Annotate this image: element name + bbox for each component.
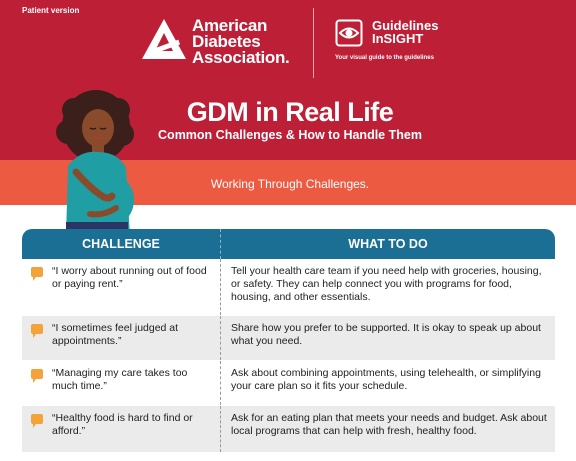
challenge-cell: “Managing my care takes too much time.” xyxy=(22,361,220,405)
version-tag: Patient version xyxy=(22,6,80,15)
gi-tagline: Your visual guide to the guidelines xyxy=(335,55,434,61)
challenge-text: “I worry about running out of food or pa… xyxy=(52,265,207,290)
eye-icon xyxy=(335,19,363,47)
pregnant-woman-illustration xyxy=(56,90,134,236)
challenge-text: “Managing my care takes too much time.” xyxy=(52,367,188,392)
page-subtitle: Common Challenges & How to Handle Them xyxy=(158,128,422,142)
action-cell: Ask about combining appointments, using … xyxy=(220,361,555,405)
action-cell: Ask for an eating plan that meets your n… xyxy=(220,406,555,452)
ada-line-2: Diabetes xyxy=(192,32,261,51)
challenge-cell: “I worry about running out of food or pa… xyxy=(22,259,220,315)
gi-line-2: InSIGHT xyxy=(372,31,424,46)
challenge-cell: “I sometimes feel judged at appointments… xyxy=(22,316,220,360)
ada-wordmark: American Diabetes Association. xyxy=(192,16,290,67)
header-challenge: CHALLENGE xyxy=(82,237,160,251)
table-header: CHALLENGE WHAT TO DO xyxy=(22,229,555,259)
section-band-text: Working Through Challenges. xyxy=(210,177,370,191)
ada-line-3: Association. xyxy=(192,48,290,67)
ada-line-1: American xyxy=(192,16,268,35)
speech-bubble-icon xyxy=(31,324,43,338)
page-title: GDM in Real Life xyxy=(186,97,394,127)
table-row: “I worry about running out of food or pa… xyxy=(22,259,555,316)
action-cell: Tell your health care team if you need h… xyxy=(220,259,555,315)
gi-line-1: Guidelines xyxy=(372,18,439,33)
speech-bubble-icon xyxy=(31,414,43,428)
header-divider xyxy=(313,8,314,78)
challenge-text: “I sometimes feel judged at appointments… xyxy=(52,322,179,347)
table-row: “I sometimes feel judged at appointments… xyxy=(22,316,555,361)
challenges-table: CHALLENGE WHAT TO DO “I worry about runn… xyxy=(22,229,555,453)
header-what-to-do: WHAT TO DO xyxy=(220,229,555,259)
speech-bubble-icon xyxy=(31,267,43,281)
table-row: “Managing my care takes too much time.” … xyxy=(22,361,555,406)
ada-triangle-logo xyxy=(142,19,186,59)
speech-bubble-icon xyxy=(31,369,43,383)
challenge-text: “Healthy food is hard to find or afford.… xyxy=(52,412,193,437)
table-row: “Healthy food is hard to find or afford.… xyxy=(22,406,555,453)
action-cell: Share how you prefer to be supported. It… xyxy=(220,316,555,360)
guidelines-insight-wordmark: Guidelines InSIGHT xyxy=(372,19,438,45)
challenge-cell: “Healthy food is hard to find or afford.… xyxy=(22,406,220,452)
